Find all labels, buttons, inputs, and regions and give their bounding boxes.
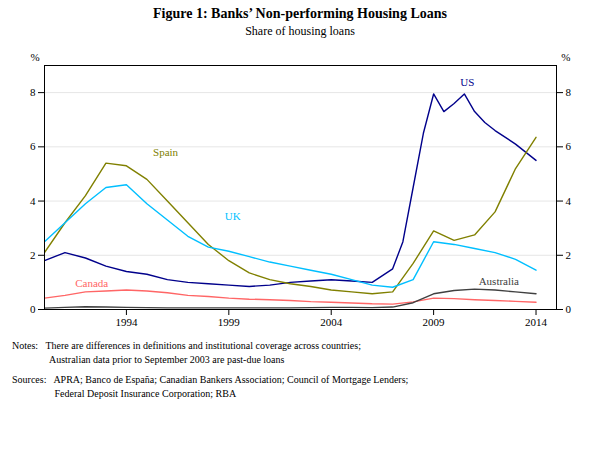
- html-text:Share of housing loans: Share of housing loans: [245, 24, 355, 38]
- svg-text:8: 8: [30, 86, 36, 98]
- html-text:Notes: There are differences i: Notes: There are differences in definiti…: [12, 340, 361, 365]
- svg-text:Australia: Australia: [479, 275, 519, 287]
- svg-text:4: 4: [566, 195, 572, 207]
- html-text:Sources: APRA; Banco de España: Sources: APRA; Banco de España; Canadian…: [12, 374, 409, 399]
- svg-text:2: 2: [30, 249, 36, 261]
- svg-text:US: US: [460, 76, 474, 88]
- svg-text:2: 2: [566, 249, 572, 261]
- svg-text:2004: 2004: [320, 316, 343, 328]
- svg-text:1994: 1994: [115, 316, 138, 328]
- svg-text:Spain: Spain: [153, 146, 179, 158]
- svg-text:2014: 2014: [525, 316, 548, 328]
- svg-text:0: 0: [566, 303, 572, 315]
- svg-text:1999: 1999: [218, 316, 241, 328]
- svg-text:%: %: [561, 51, 570, 63]
- svg-text:0: 0: [30, 303, 36, 315]
- svg-text:UK: UK: [225, 210, 241, 222]
- html-text:Figure 1: Banks’ Non-performin: Figure 1: Banks’ Non-performing Housing …: [153, 6, 447, 21]
- svg-text:%: %: [31, 51, 40, 63]
- svg-text:6: 6: [566, 140, 572, 152]
- svg-text:4: 4: [30, 195, 36, 207]
- svg-text:2009: 2009: [423, 316, 446, 328]
- svg-text:8: 8: [566, 86, 572, 98]
- svg-text:Canada: Canada: [75, 277, 108, 289]
- svg-text:6: 6: [30, 140, 36, 152]
